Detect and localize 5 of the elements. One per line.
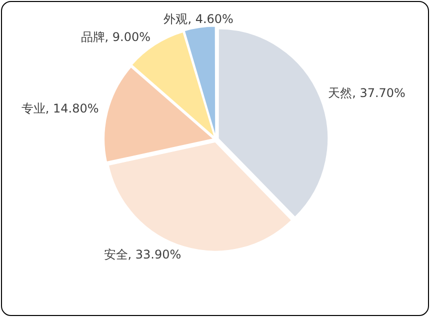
slice-label: 安全, 33.90% <box>104 247 182 262</box>
slice-label: 专业, 14.80% <box>21 102 99 116</box>
slice-label: 天然, 37.70% <box>328 86 406 100</box>
slice-label: 外观, 4.60% <box>164 12 234 26</box>
slice-label: 品牌, 9.00% <box>80 30 151 44</box>
